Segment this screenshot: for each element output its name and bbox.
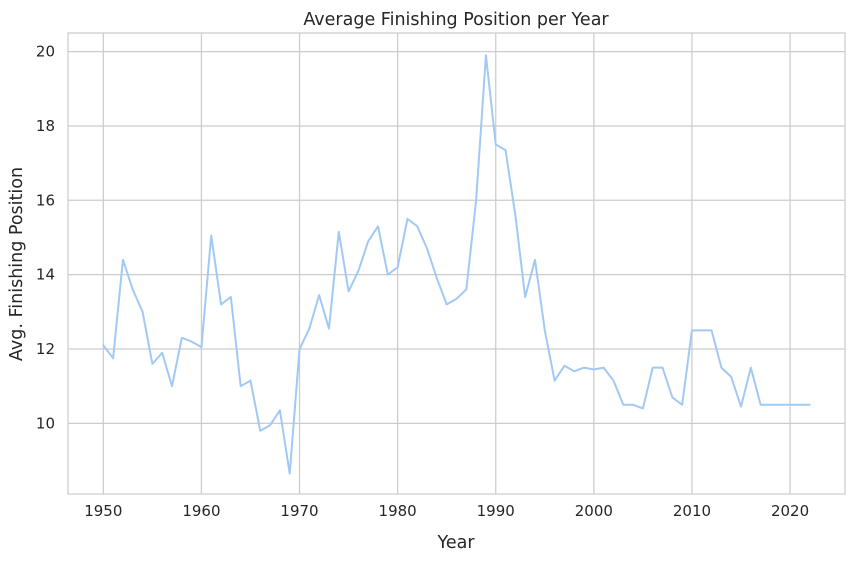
y-axis-label: Avg. Finishing Position [7, 167, 27, 361]
x-tick-label: 1950 [84, 502, 122, 520]
x-tick-label: 2000 [575, 502, 613, 520]
x-axis-label: Year [436, 533, 475, 553]
series-layer [102, 54, 811, 475]
y-tick-label: 14 [36, 266, 55, 284]
series-line [102, 54, 811, 475]
y-tick-label: 10 [36, 414, 55, 432]
y-tick-label: 16 [36, 191, 55, 209]
y-tick-label: 20 [36, 43, 55, 61]
x-tick-label: 1960 [182, 502, 220, 520]
plot-area [67, 32, 846, 495]
x-tick-label: 2020 [771, 502, 809, 520]
y-tick-label: 18 [36, 117, 55, 135]
grid [68, 33, 845, 494]
y-tick-label: 12 [36, 340, 55, 358]
tick-labels: 1950 1960 1970 1980 1990 2000 2010 2020 10 12 14 16… [36, 43, 809, 520]
x-tick-label: 1970 [280, 502, 318, 520]
x-tick-label: 1990 [477, 502, 515, 520]
x-tick-label: 2010 [673, 502, 711, 520]
x-tick-label: 1980 [379, 502, 417, 520]
chart-title: Average Finishing Position per Year [303, 10, 609, 30]
